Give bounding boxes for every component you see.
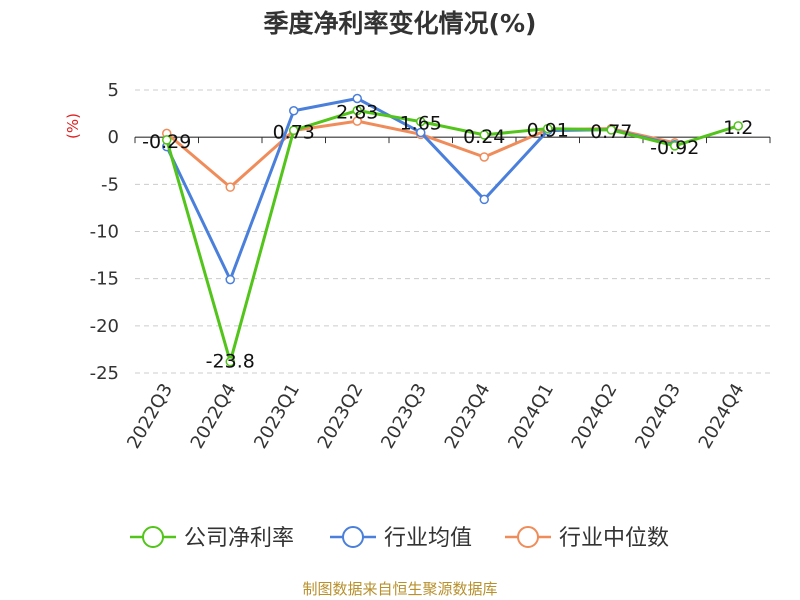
data-point: [479, 130, 489, 140]
y-tick-label: -25: [90, 363, 119, 384]
data-label: 0.24: [463, 126, 505, 148]
data-label: 0.73: [273, 121, 315, 143]
x-tick-label: 2024Q4: [695, 380, 749, 452]
y-tick-label: -15: [90, 269, 119, 290]
x-tick-label: 2023Q1: [250, 380, 304, 452]
data-label: -0.29: [142, 131, 191, 153]
data-label: 1.2: [723, 117, 753, 139]
x-tick-label: 2023Q2: [314, 380, 368, 452]
data-point: [670, 141, 680, 151]
data-point: [352, 105, 362, 116]
legend-label: 行业中位数: [559, 526, 669, 551]
data-point: [352, 93, 362, 104]
legend-label: 行业均值: [384, 526, 472, 551]
y-tick-label: 0: [108, 127, 119, 148]
data-point: [479, 152, 489, 162]
data-label: 0.77: [590, 121, 632, 143]
y-tick-label: -20: [90, 316, 119, 337]
data-label: 1.65: [400, 113, 442, 135]
x-tick-label: 2023Q4: [441, 380, 495, 452]
x-tick-label: 2022Q3: [123, 380, 177, 452]
data-label: 2.83: [336, 101, 378, 123]
data-point: [225, 274, 235, 285]
source-note: 制图数据来自恒生聚源数据库: [302, 580, 498, 598]
chart-title: 季度净利率变化情况(%): [263, 9, 537, 38]
data-point: [162, 135, 172, 145]
x-tick-label: 2022Q4: [187, 380, 241, 452]
y-axis-label: (%): [64, 113, 82, 139]
x-tick-label: 2024Q2: [568, 380, 622, 452]
data-point: [416, 127, 426, 138]
data-point: [543, 123, 553, 134]
data-point: [352, 116, 362, 126]
data-point: [289, 125, 299, 136]
series-line-1: [165, 108, 739, 364]
legend-marker: [342, 526, 364, 548]
y-tick-label: -10: [90, 222, 119, 243]
data-point: [289, 106, 299, 116]
x-tick-label: 2023Q3: [377, 380, 431, 452]
y-tick-label: 5: [108, 80, 119, 101]
data-point: [225, 182, 235, 192]
x-tick-label: 2024Q1: [504, 380, 558, 452]
data-label: 0.91: [527, 120, 569, 142]
data-point: [479, 194, 489, 205]
data-label: -0.92: [650, 137, 699, 159]
data-point: [416, 116, 426, 127]
data-point: [606, 125, 616, 135]
legend-marker: [517, 526, 539, 548]
x-tick-label: 2024Q3: [631, 380, 685, 452]
legend-label: 公司净利率: [184, 526, 294, 551]
legend-marker: [142, 526, 164, 548]
data-point: [733, 121, 743, 131]
data-point: [225, 356, 235, 367]
data-label: -23.8: [206, 351, 255, 373]
y-tick-label: -5: [101, 174, 119, 195]
